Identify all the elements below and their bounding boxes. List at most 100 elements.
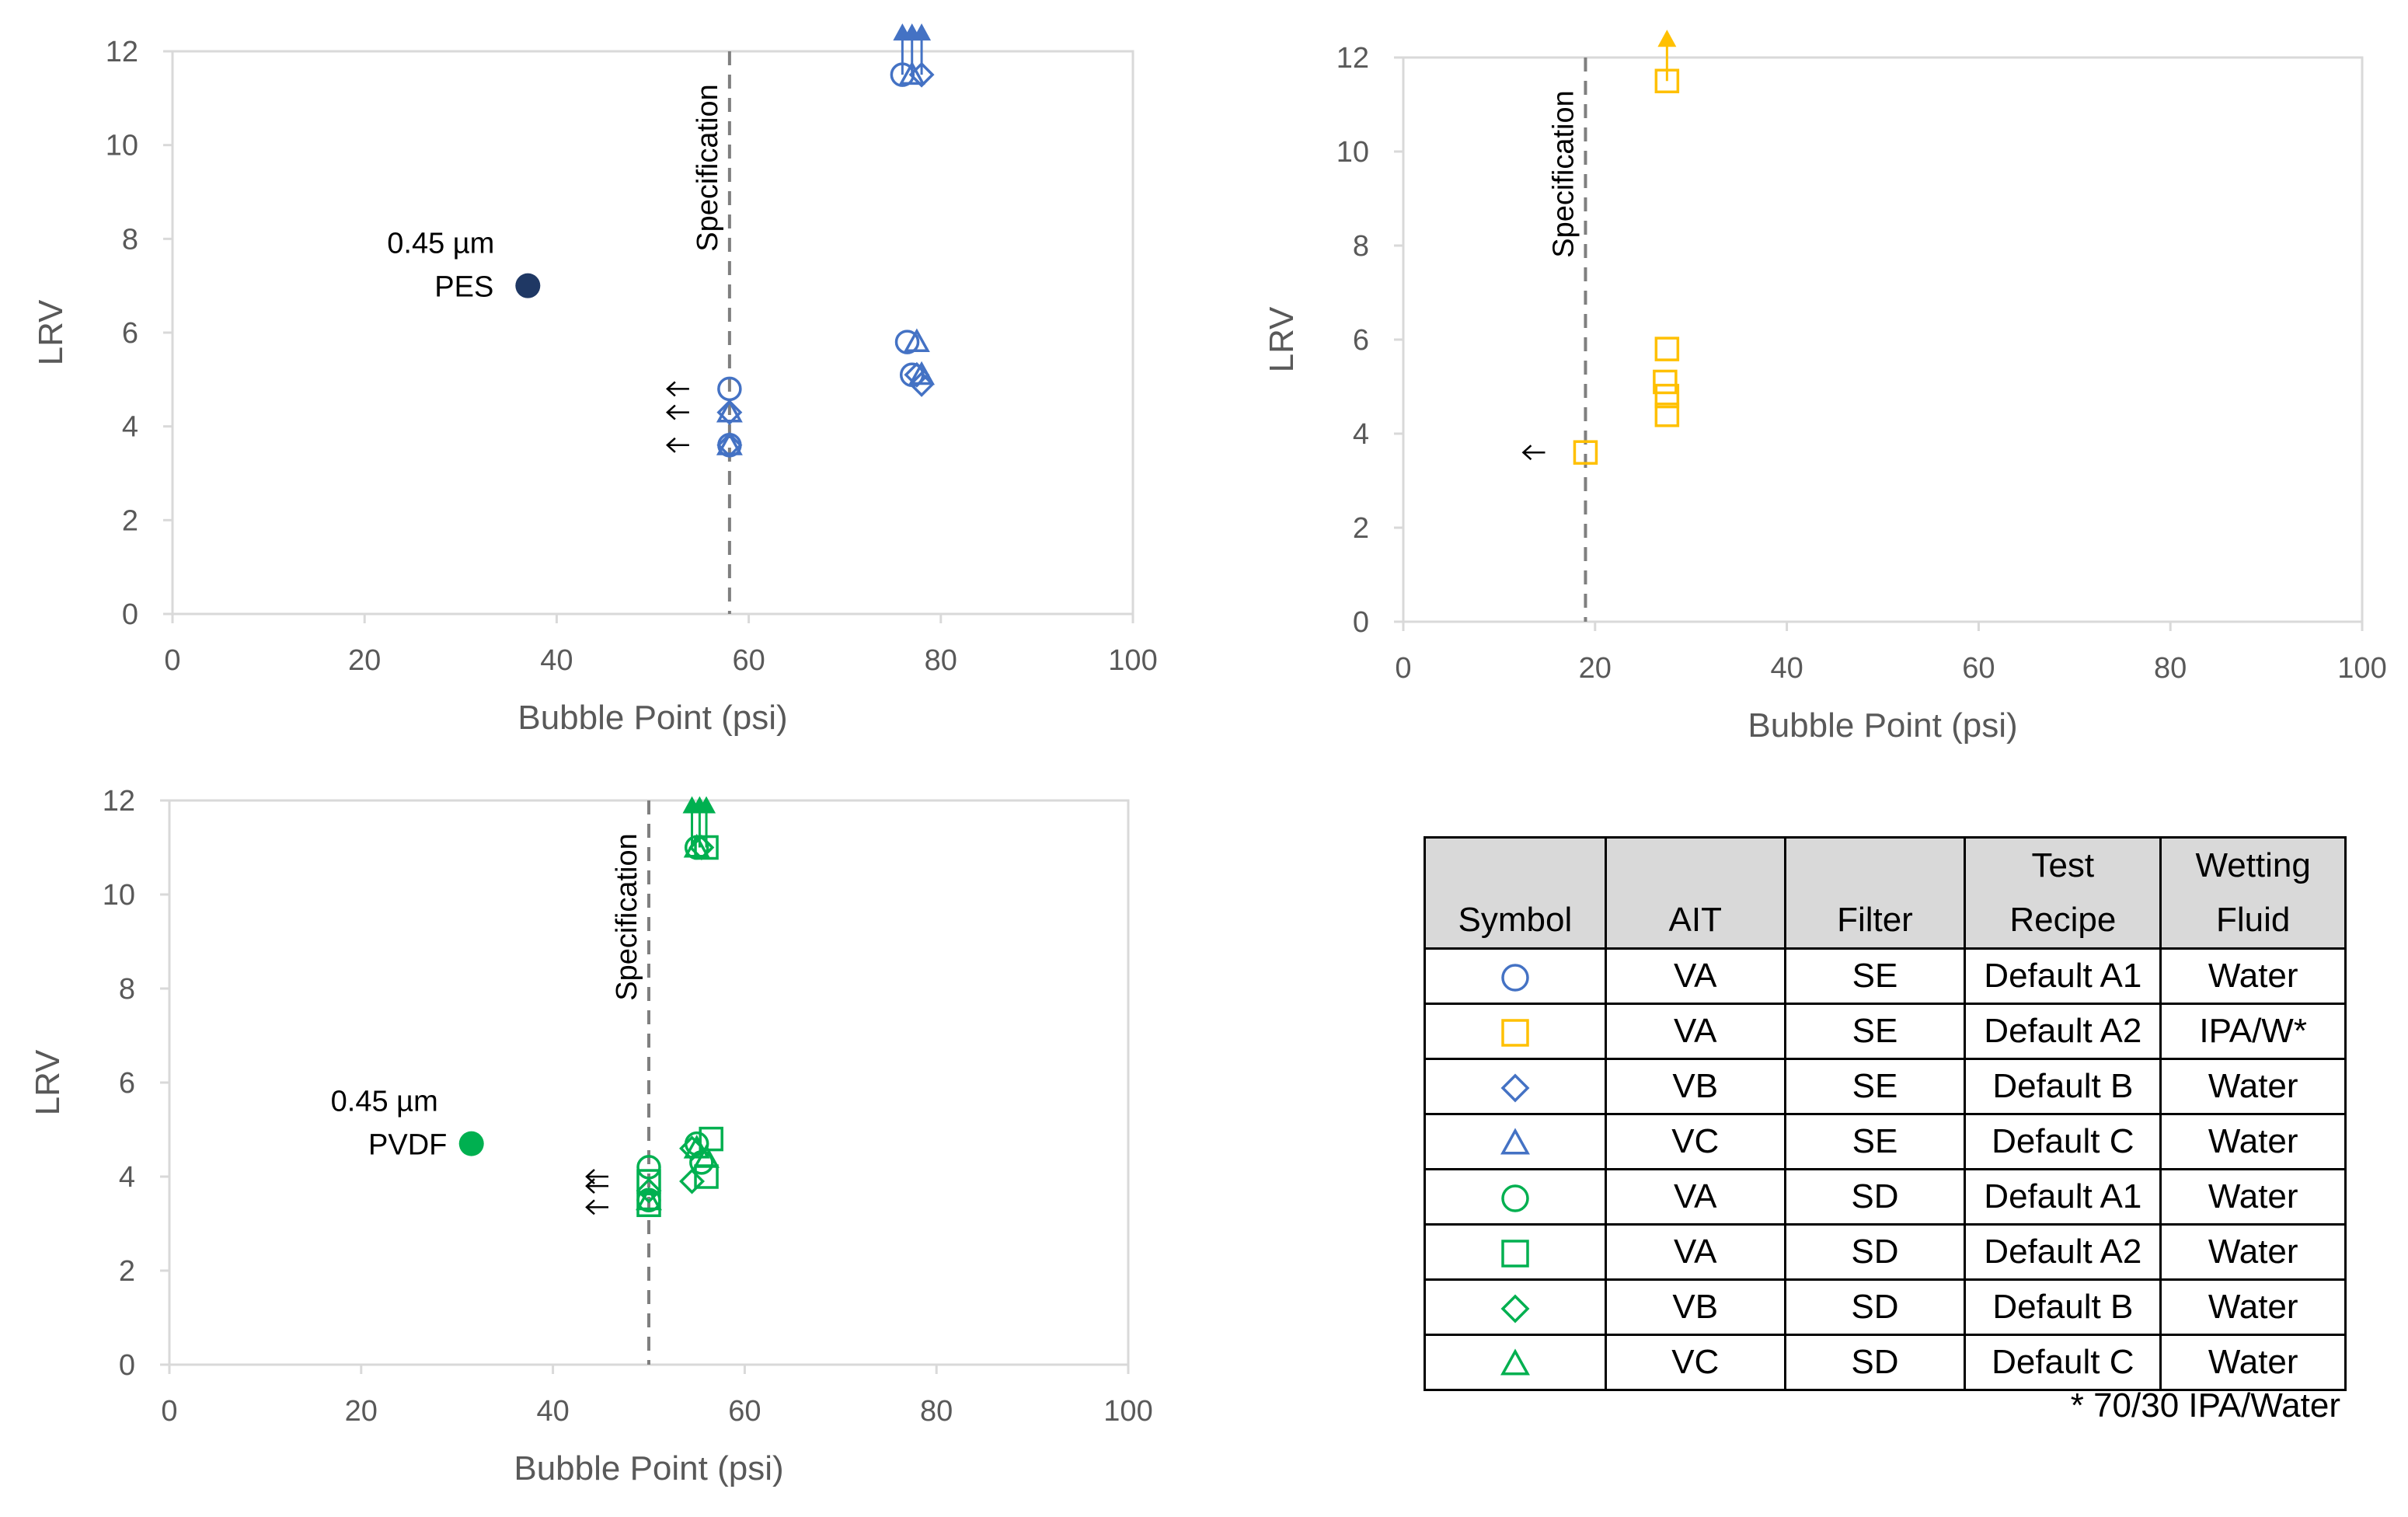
y-axis-title: LRV xyxy=(29,1049,67,1115)
y-axis-title: LRV xyxy=(32,299,70,365)
data-point-triangle xyxy=(898,61,925,85)
marker-circle xyxy=(1501,964,1529,992)
y-tick-label: 10 xyxy=(106,130,138,162)
lower-bound-arrowhead xyxy=(666,437,676,453)
legend-row: VB SD Default B Water xyxy=(1424,1278,2347,1336)
data-point-diamond xyxy=(688,835,715,860)
data-point-triangle xyxy=(683,1135,710,1159)
y-tick-label: 4 xyxy=(1353,418,1369,451)
circle-symbol-icon xyxy=(1501,1184,1529,1213)
y-tick-label: 2 xyxy=(119,1255,135,1288)
y-tick-label: 4 xyxy=(119,1161,135,1194)
y-tick-label: 0 xyxy=(119,1349,135,1382)
marker-circle xyxy=(1501,1184,1529,1213)
legend-header-test-recipe: Test Recipe xyxy=(1964,836,2162,950)
x-tick-label: 100 xyxy=(1108,644,1157,677)
x-tick-label: 0 xyxy=(164,644,180,677)
legend-recipe-cell: Default C xyxy=(1964,1334,2162,1391)
legend-header-wetting-fluid-text: Wetting Fluid xyxy=(2195,846,2311,939)
x-tick-label: 60 xyxy=(1962,652,1995,685)
legend-filter-cell: SE xyxy=(1783,947,1967,1005)
data-point-triangle xyxy=(716,398,743,423)
diamond-symbol-icon xyxy=(1500,1294,1530,1323)
legend-fluid-cell: Water xyxy=(2159,1278,2347,1336)
y-tick-label: 0 xyxy=(122,598,138,631)
legend-filter-cell: SE xyxy=(1783,1058,1967,1115)
marker-square xyxy=(1501,1019,1529,1048)
legend-row: VC SE Default C Water xyxy=(1424,1113,2347,1170)
lower-bound-arrowhead xyxy=(666,404,676,420)
data-point-triangle xyxy=(693,1144,720,1168)
reference-label-material: PES xyxy=(434,271,493,304)
legend-symbol-cell xyxy=(1424,1058,1607,1115)
x-tick-label: 0 xyxy=(1395,652,1411,685)
marker-square xyxy=(1501,1240,1529,1268)
data-point-diamond xyxy=(904,361,930,388)
legend-ait-cell: VA xyxy=(1604,1003,1786,1060)
data-point-square xyxy=(1653,369,1678,395)
legend-fluid-cell: Water xyxy=(2159,1113,2347,1170)
marker-triangle xyxy=(1500,1128,1530,1155)
x-axis-title: Bubble Point (psi) xyxy=(1748,706,2017,745)
legend-fluid-cell: Water xyxy=(2159,947,2347,1005)
x-tick-label: 20 xyxy=(348,644,381,677)
symbol-legend-table: Symbol AIT Filter Test Recipe Wetting Fl… xyxy=(1424,836,2347,1391)
x-tick-label: 100 xyxy=(2337,652,2386,685)
marker-diamond xyxy=(1500,1073,1530,1103)
symbol-legend-table-wrapper: Symbol AIT Filter Test Recipe Wetting Fl… xyxy=(1424,836,2347,1391)
data-point-square xyxy=(1654,403,1680,427)
legend-fluid-cell: Water xyxy=(2159,1168,2347,1226)
legend-recipe-cell: Default C xyxy=(1964,1113,2162,1170)
marker-diamond xyxy=(1500,1294,1530,1323)
y-tick-label: 2 xyxy=(122,504,138,537)
legend-fluid-cell: Water xyxy=(2159,1223,2347,1281)
data-point-circle xyxy=(894,330,920,354)
legend-fluid-cell: IPA/W* xyxy=(2159,1003,2347,1060)
legend-symbol-cell xyxy=(1424,1334,1607,1391)
data-point-diamond xyxy=(679,1168,706,1194)
square-symbol-icon xyxy=(1501,1240,1529,1268)
legend-header-wetting-fluid: Wetting Fluid xyxy=(2159,836,2347,950)
data-point-triangle xyxy=(908,361,936,385)
legend-header-filter: Filter xyxy=(1783,836,1967,950)
data-point-triangle xyxy=(716,431,743,455)
x-tick-label: 100 xyxy=(1103,1395,1152,1428)
legend-ait-cell: VA xyxy=(1604,947,1786,1005)
y-tick-label: 10 xyxy=(103,879,135,912)
legend-symbol-cell xyxy=(1424,1168,1607,1226)
reference-point xyxy=(458,1131,484,1156)
legend-filter-cell: SD xyxy=(1783,1168,1967,1226)
data-point-diamond xyxy=(636,1177,662,1204)
data-point-square xyxy=(694,835,719,860)
legend-symbol-cell xyxy=(1424,1113,1607,1170)
legend-ait-cell: VC xyxy=(1604,1334,1786,1391)
legend-ait-cell: VA xyxy=(1604,1223,1786,1281)
y-tick-label: 12 xyxy=(103,785,135,818)
greater-than-arrowhead xyxy=(912,23,932,41)
data-point-diamond xyxy=(679,1135,706,1162)
data-point-diamond xyxy=(716,432,743,459)
legend-recipe-cell: Default A1 xyxy=(1964,1168,2162,1226)
greater-than-arrowhead xyxy=(1657,30,1677,47)
data-point-triangle xyxy=(636,1186,662,1211)
legend-fluid-cell: Water xyxy=(2159,1058,2347,1115)
specification-label: Specification xyxy=(1547,90,1580,257)
legend-symbol-cell xyxy=(1424,1003,1607,1060)
legend-ait-cell: VC xyxy=(1604,1113,1786,1170)
circle-symbol-icon xyxy=(1501,964,1529,992)
data-point-square xyxy=(636,1192,661,1218)
specification-label: Specification xyxy=(611,833,643,1000)
x-tick-label: 40 xyxy=(540,644,573,677)
legend-symbol-cell xyxy=(1424,1278,1607,1336)
data-point-diamond xyxy=(716,399,743,426)
data-point-square xyxy=(1654,383,1680,409)
legend-row: VA SE Default A2 IPA/W* xyxy=(1424,1003,2347,1060)
plot-frame xyxy=(171,50,1134,616)
legend-ait-cell: VB xyxy=(1604,1278,1786,1336)
legend-filter-cell: SD xyxy=(1783,1278,1967,1336)
legend-footnote: * 70/30 IPA/Water xyxy=(2070,1386,2340,1425)
legend-header-row: Symbol AIT Filter Test Recipe Wetting Fl… xyxy=(1424,836,2347,950)
legend-recipe-cell: Default A2 xyxy=(1964,1003,2162,1060)
y-tick-label: 0 xyxy=(1353,606,1369,639)
